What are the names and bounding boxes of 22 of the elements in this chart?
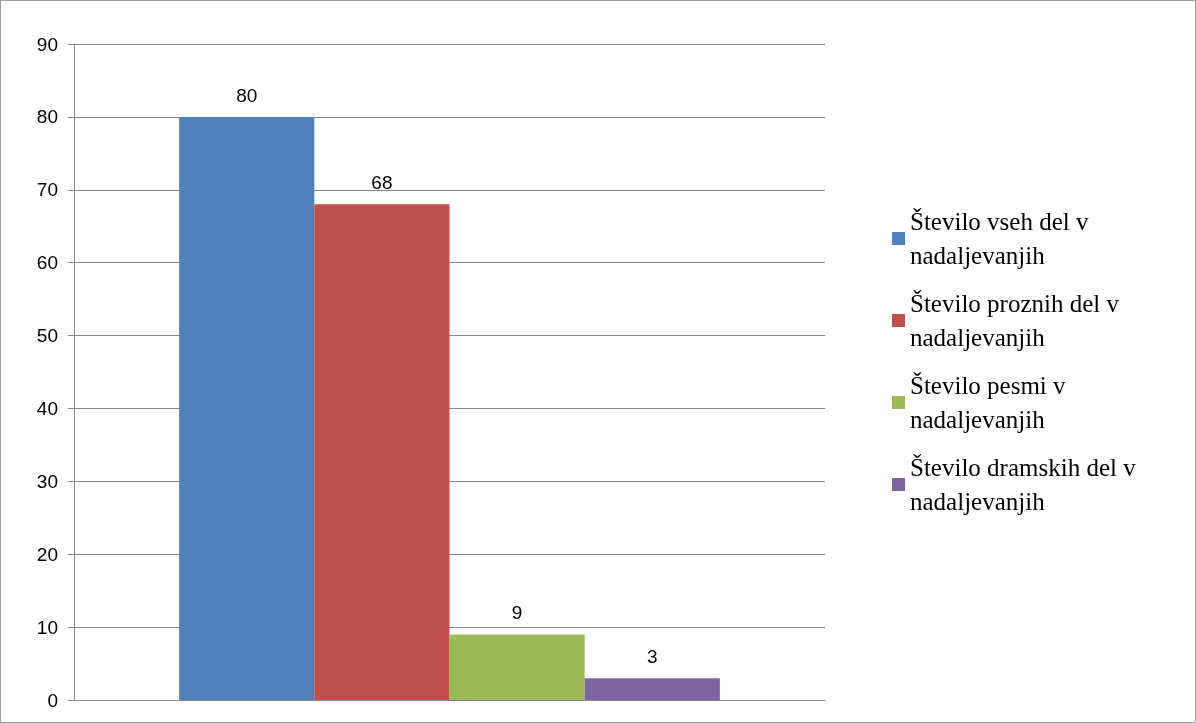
y-tick-label: 80 <box>36 106 58 128</box>
y-tick-label: 60 <box>36 252 58 274</box>
y-tick-label: 0 <box>47 689 58 711</box>
legend-label: Število pesmi v nadaljevanjih <box>910 371 1072 433</box>
bar <box>179 116 315 700</box>
legend-label: Število vseh del v nadaljevanjih <box>910 207 1095 269</box>
y-tick-label: 40 <box>36 397 58 419</box>
data-label: 9 <box>511 602 523 624</box>
bar <box>314 204 450 700</box>
legend-label: Število proznih del v nadaljevanjih <box>910 289 1126 351</box>
y-tick-label: 50 <box>36 325 58 347</box>
y-tick-label: 70 <box>36 179 58 201</box>
y-tick-label: 10 <box>36 616 58 638</box>
y-tick-label: 30 <box>36 470 58 492</box>
legend-label: Število dramskih del v nadaljevanjih <box>910 453 1142 515</box>
data-label: 3 <box>646 646 658 668</box>
bar <box>584 678 720 700</box>
data-label: 80 <box>236 84 258 106</box>
y-tick-label: 20 <box>36 543 58 565</box>
bar <box>449 634 585 700</box>
data-label: 68 <box>371 172 393 194</box>
y-tick-label: 90 <box>36 33 58 55</box>
